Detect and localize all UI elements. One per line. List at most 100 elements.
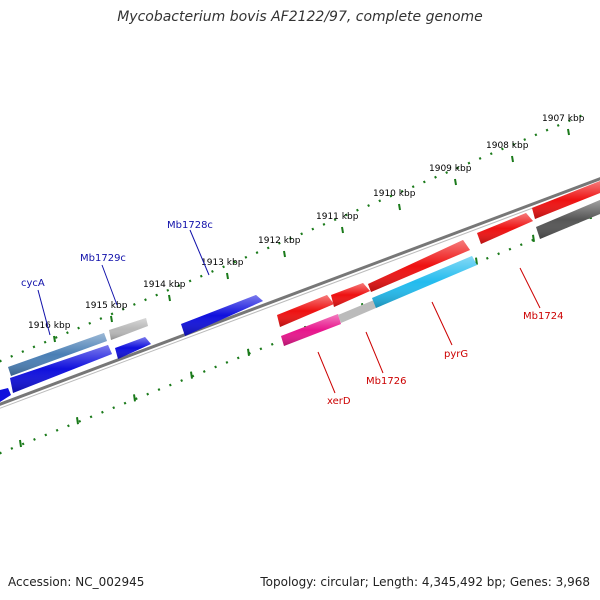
upper-scale-dot — [545, 128, 549, 132]
scale-major-tick — [283, 250, 286, 258]
scale-ticks — [0, 114, 600, 455]
gene-label-mb1729c: Mb1729c — [80, 253, 126, 264]
gene-labels: cycA Mb1729c Mb1728c xerD Mb1726 pyrG Mb… — [21, 220, 563, 407]
upper-scale-dot — [244, 255, 248, 259]
upper-scale-dot — [489, 152, 493, 156]
lower-scale-dot — [112, 406, 116, 410]
leader-line-pyrG — [431, 301, 453, 346]
upper-scale-dot — [77, 326, 80, 330]
lower-scale-dot — [191, 374, 195, 378]
upper-scale-dot — [579, 114, 582, 118]
scale-tick-label: 1913 kbp — [201, 258, 244, 268]
lower-scale-dot — [236, 356, 240, 360]
upper-scale-dot — [556, 123, 560, 127]
leader-line-mb1728c — [189, 229, 210, 276]
lower-scale-dot — [146, 392, 150, 396]
upper-scale-dot — [54, 335, 58, 339]
upper-scale-dot — [188, 279, 192, 283]
upper-scale-dot — [344, 213, 348, 217]
scale-tick-label: 1907 kbp — [542, 114, 585, 124]
upper-scale-dot — [121, 307, 125, 311]
lower-scale-dot — [270, 342, 274, 346]
gene-label-cycA: cycA — [21, 278, 45, 289]
lower-scale-dot — [214, 365, 217, 369]
upper-scale-dot — [567, 119, 571, 123]
gene-label-mb1726: Mb1726 — [366, 376, 406, 387]
upper-scale-dot — [0, 359, 2, 363]
scale-major-tick — [341, 226, 344, 234]
gene-label-mb1728c: Mb1728c — [167, 220, 213, 231]
upper-scale-dot — [199, 274, 203, 278]
upper-scale-dot — [233, 260, 237, 264]
lower-scale-dot — [168, 383, 172, 387]
scale-tick-label: 1916 kbp — [28, 321, 71, 331]
leader-line-mb1729c — [101, 264, 118, 306]
upper-scale-dot — [434, 175, 437, 179]
scale-tick-label: 1915 kbp — [85, 301, 128, 311]
lower-scale-dot — [519, 243, 523, 247]
upper-scale-dot — [523, 138, 527, 142]
lower-scale-dot — [55, 428, 59, 432]
lower-scale-dot — [67, 424, 70, 428]
scale-major-tick — [398, 203, 401, 211]
scale-major-tick-lower — [532, 234, 535, 242]
upper-scale-dot — [277, 241, 281, 245]
leader-line-cycA — [37, 289, 51, 336]
upper-scale-dot — [132, 303, 136, 306]
accession-text: Accession: NC_002945 — [8, 575, 145, 589]
upper-scale-dot — [322, 222, 326, 226]
scale-major-tick — [168, 294, 171, 302]
upper-scale-dot — [356, 208, 359, 212]
lower-scale-dot — [497, 252, 501, 256]
lower-scale-dot — [508, 247, 512, 251]
upper-scale-dot — [21, 350, 25, 354]
leader-line-xerD — [317, 351, 336, 394]
upper-scale-dot — [255, 251, 259, 255]
upper-scale-dot — [534, 133, 538, 137]
scale-tick-label: 1914 kbp — [143, 280, 186, 290]
lower-scale-dot — [44, 433, 48, 437]
upper-scale-dot — [311, 227, 315, 231]
lower-scale-dot — [78, 419, 82, 423]
scale-major-tick-lower — [190, 371, 193, 379]
scale-major-tick-lower — [247, 348, 250, 356]
upper-scale-dot — [43, 340, 47, 344]
upper-scale-dot — [422, 180, 426, 184]
upper-scale-dot — [300, 232, 304, 236]
gene-arrow-shading — [8, 181, 600, 393]
lower-scale-dot — [0, 451, 2, 455]
lower-scale-dot — [202, 370, 206, 373]
upper-scale-dot — [177, 284, 181, 288]
upper-scale-dot — [266, 246, 270, 250]
upper-scale-dot — [478, 156, 482, 160]
upper-scale-dot — [66, 331, 69, 335]
upper-scale-dot — [378, 199, 382, 203]
upper-scale-dot — [333, 218, 337, 222]
scale-tick-label: 1909 kbp — [429, 164, 472, 174]
lower-scale-dot — [180, 379, 184, 382]
upper-scale-dot — [155, 293, 159, 297]
lower-scale-dot — [10, 447, 14, 450]
lower-scale-dot — [33, 437, 36, 441]
scale-major-tick — [110, 315, 113, 323]
lower-scale-dot — [485, 256, 489, 260]
upper-scale-dot — [144, 298, 147, 302]
gene-label-pyrG: pyrG — [444, 349, 468, 360]
upper-scale-dot — [99, 317, 103, 321]
upper-scale-dot — [88, 321, 92, 325]
lower-scale-dot — [21, 442, 25, 446]
scale-major-tick-lower — [475, 257, 478, 265]
gene-arrow-mb1727[interactable] — [338, 300, 376, 323]
map-title: Mycobacterium bovis AF2122/97, complete … — [117, 9, 483, 25]
scale-tick-label: 1908 kbp — [486, 141, 529, 151]
upper-scale-dot — [456, 166, 460, 170]
lower-scale-dot — [134, 397, 138, 401]
upper-scale-dot — [222, 265, 225, 269]
upper-scale-dot — [467, 161, 471, 165]
gene-label-xerD: xerD — [327, 396, 351, 407]
gene-arrow-left-edge[interactable] — [0, 388, 11, 402]
upper-scale-dot — [367, 204, 370, 207]
upper-scale-dot — [211, 270, 214, 273]
lower-scale-dot — [89, 415, 93, 419]
